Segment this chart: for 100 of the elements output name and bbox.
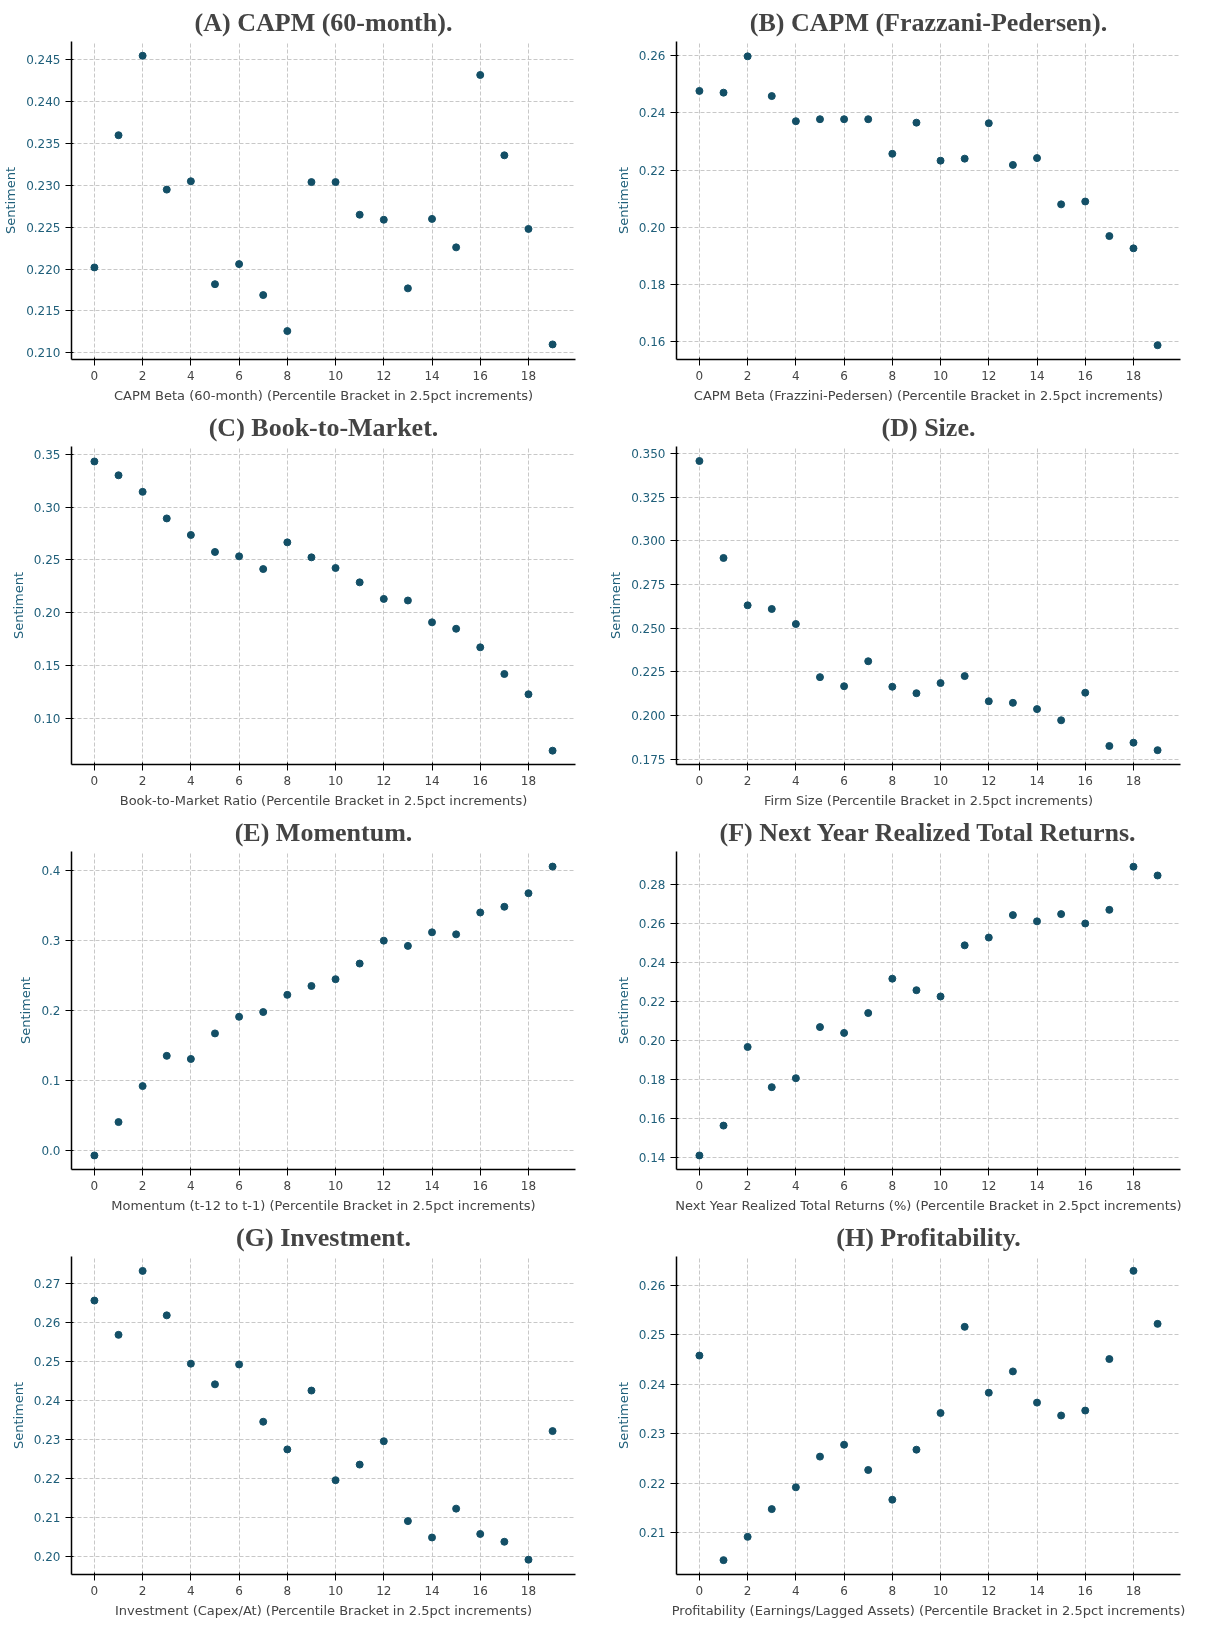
x-tick-label: 16 [1077,1583,1093,1598]
x-tick-label: 10 [327,773,344,788]
x-tick-label: 0 [90,773,99,788]
x-tick-label: 8 [888,1583,897,1598]
y-tick-label: 0.2 [41,1004,61,1018]
x-tick-label: 2 [138,1583,147,1598]
x-tick-label: 14 [424,368,440,383]
x-axis-title: Profitability (Earnings/Lagged Assets) (Percentile Bracket in 2.5pct increments) [671,1602,1186,1618]
chart-title: (D) Size. [881,412,976,442]
x-tick-label: 0 [90,1178,99,1193]
y-tick-label: 0.20 [638,220,666,235]
y-axis-title: Sentiment [608,571,624,640]
x-tick-label: 18 [1125,1583,1142,1598]
y-tick-label: 0.250 [631,621,666,636]
y-axis-title: Sentiment [3,166,19,235]
x-tick-label: 14 [1029,773,1045,788]
y-tick-label: 0.235 [26,137,61,152]
y-tick-label: 0.21 [33,1510,61,1525]
y-tick-label: 0.300 [631,534,666,549]
y-tick-label: 0.245 [26,53,61,68]
y-tick-label: 0.325 [631,490,666,505]
x-tick-label: 6 [235,368,243,383]
y-tick-label: 0.20 [33,1549,61,1564]
x-tick-label: 18 [520,1178,537,1193]
x-tick-label: 6 [235,1178,243,1193]
x-tick-label: 2 [138,368,147,383]
x-tick-label: 18 [520,773,537,788]
y-tick-label: 0.1 [41,1073,61,1088]
y-tick-label: 0.15 [33,658,61,673]
x-tick-label: 10 [327,368,344,383]
x-tick-label: 12 [376,773,392,788]
y-tick-label: 0.210 [26,346,61,361]
y-tick-label: 0.240 [26,95,61,110]
x-tick-label: 18 [1125,368,1142,383]
y-axis-title: Sentiment [10,571,26,640]
x-tick-label: 16 [1077,773,1093,788]
y-tick-label: 0.23 [33,1432,61,1447]
x-tick-label: 2 [743,368,752,383]
x-tick-label: 16 [1077,368,1093,383]
y-tick-label: 0.27 [33,1276,61,1291]
x-tick-label: 12 [981,1178,997,1193]
x-tick-label: 0 [90,1583,99,1598]
x-tick-label: 2 [138,773,147,788]
y-tick-label: 0.16 [638,335,666,349]
x-axis-title: CAPM Beta (60-month) (Percentile Bracket in 2.5pct increments) [113,387,534,403]
x-tick-label: 18 [520,368,537,383]
y-tick-label: 0.24 [638,106,666,121]
y-tick-label: 0.230 [26,178,61,193]
x-tick-label: 4 [792,1583,800,1598]
y-tick-label: 0.30 [33,500,61,515]
x-tick-label: 2 [138,1178,147,1193]
chart-title: (E) Momentum. [234,817,413,847]
x-tick-label: 14 [1029,1178,1045,1193]
x-tick-label: 4 [792,368,800,383]
x-tick-label: 14 [424,1178,440,1193]
y-axis-title: Sentiment [615,976,631,1045]
y-tick-label: 0.215 [26,304,61,319]
x-tick-label: 16 [472,368,488,383]
y-tick-label: 0.24 [33,1393,61,1408]
y-tick-label: 0.22 [638,995,666,1010]
x-tick-label: 14 [424,1583,440,1598]
y-tick-label: 0.4 [41,864,61,879]
x-axis-title: CAPM Beta (Frazzini-Pedersen) (Percentile Bracket in 2.5pct increments) [693,387,1164,403]
y-tick-label: 0.25 [638,1328,666,1343]
y-axis-title: Sentiment [615,1381,631,1450]
x-tick-label: 2 [743,773,752,788]
x-tick-label: 12 [981,773,997,788]
x-tick-label: 8 [888,1178,897,1193]
x-tick-label: 12 [981,1583,997,1598]
x-axis-title: Momentum (t-12 to t-1) (Percentile Bracket in 2.5pct increments) [111,1197,536,1213]
x-tick-label: 10 [932,1583,949,1598]
x-axis-title: Firm Size (Percentile Bracket in 2.5pct increments) [763,792,1094,808]
y-tick-label: 0.26 [638,917,666,932]
y-tick-label: 0.26 [638,49,666,64]
x-axis-title: Investment (Capex/At) (Percentile Bracket in 2.5pct increments) [114,1602,533,1618]
y-tick-label: 0.22 [638,163,666,178]
y-tick-label: 0.18 [638,277,666,292]
x-tick-label: 8 [283,368,292,383]
x-tick-label: 4 [187,368,195,383]
y-tick-label: 0.22 [638,1476,666,1491]
y-tick-label: 0.350 [631,446,666,461]
x-tick-label: 10 [932,773,949,788]
x-tick-label: 0 [695,368,704,383]
x-tick-label: 4 [792,1178,800,1193]
y-tick-label: 0.24 [638,1377,666,1392]
x-tick-label: 18 [1125,1178,1142,1193]
x-tick-label: 14 [424,773,440,788]
y-tick-label: 0.20 [638,1034,666,1049]
y-tick-label: 0.275 [631,578,666,593]
x-tick-label: 18 [520,1583,537,1598]
x-tick-label: 2 [743,1583,752,1598]
y-tick-label: 0.26 [33,1315,61,1330]
y-tick-label: 0.225 [26,220,61,235]
y-tick-label: 0.20 [33,606,61,621]
y-axis-title: Sentiment [18,976,34,1045]
x-tick-label: 0 [695,773,704,788]
x-tick-label: 12 [981,368,997,383]
x-tick-label: 2 [743,1178,752,1193]
chart-title: (C) Book-to-Market. [208,412,439,442]
chart-title: (H) Profitability. [836,1222,1021,1252]
